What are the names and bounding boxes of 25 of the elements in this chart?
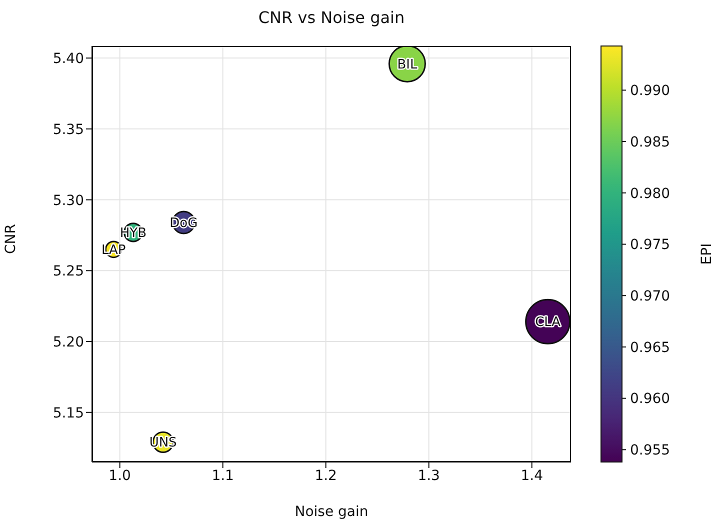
annotation: BIL xyxy=(397,57,418,72)
x-tick-label: 1.0 xyxy=(108,468,131,484)
y-tick-label: 5.35 xyxy=(52,122,84,138)
chart-title: CNR vs Noise gain xyxy=(257,8,406,27)
color-bar-label: 0.955 xyxy=(630,442,670,459)
y-tick-label: 5.30 xyxy=(52,192,84,209)
x-tick-label: 1.3 xyxy=(418,468,440,484)
color-bar-label: 0.990 xyxy=(630,83,670,100)
color-bar-label: 0.960 xyxy=(630,391,670,408)
x-tick-label: 1.4 xyxy=(520,468,544,484)
color-bar-label: 0.965 xyxy=(630,340,670,356)
x-tick-label: 1.2 xyxy=(314,468,337,484)
y-tick-label: 5.25 xyxy=(52,264,84,280)
color-bar-label: 0.970 xyxy=(630,288,670,304)
annotation: CLA xyxy=(535,315,561,330)
y-axis-title: CNR xyxy=(2,224,19,254)
color-bar-label: 0.980 xyxy=(630,186,670,202)
y-tick-label: 5.40 xyxy=(52,51,84,68)
color-bar-label: 0.975 xyxy=(630,237,670,254)
color-bar-title: EPI xyxy=(699,243,715,265)
y-tick-label: 5.20 xyxy=(52,334,84,350)
y-tick-label: 5.15 xyxy=(52,405,84,422)
x-tick-label: 1.1 xyxy=(212,468,234,484)
x-axis-title: Noise gain xyxy=(294,504,368,520)
color-bar-label: 0.985 xyxy=(630,134,670,150)
